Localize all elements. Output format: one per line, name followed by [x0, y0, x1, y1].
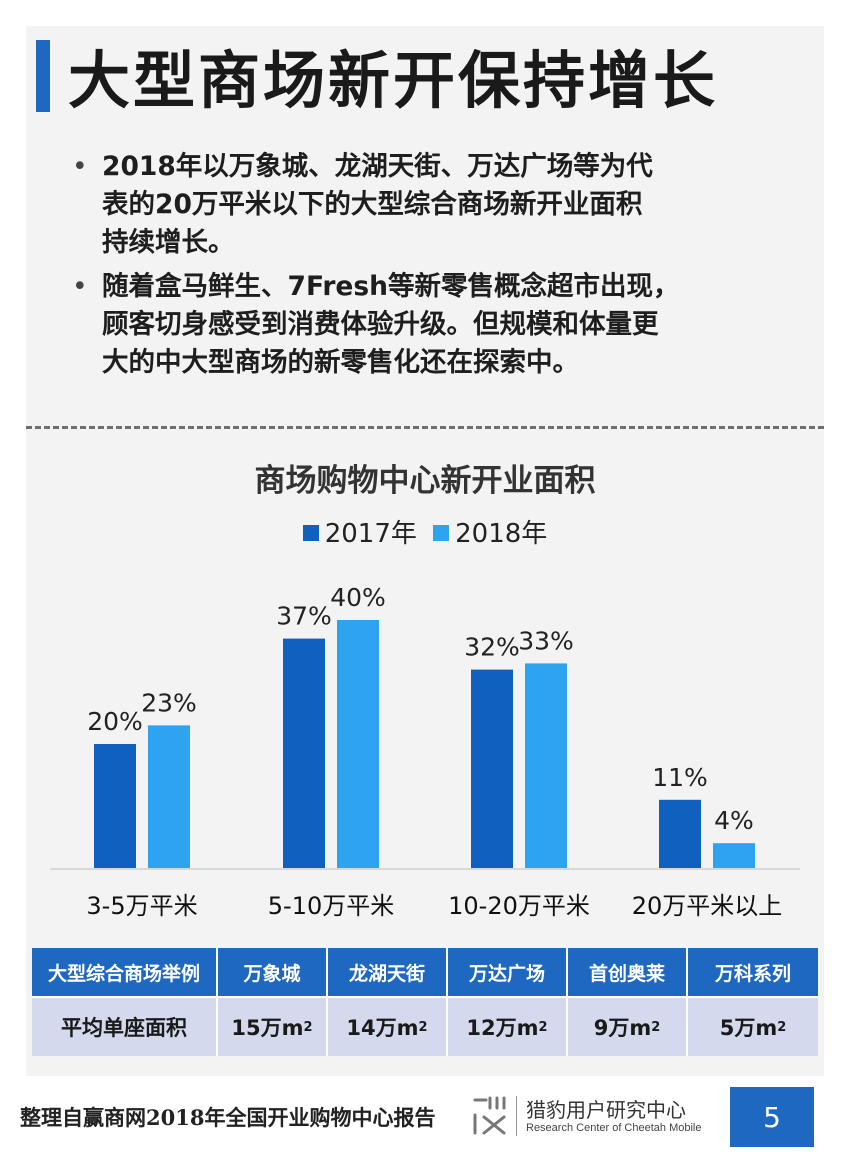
bullet-dot: •	[72, 271, 88, 302]
legend-label-2018: 2018年	[455, 519, 548, 549]
source-note: 整理自赢商网2018年全国开业购物中心报告	[20, 1105, 436, 1130]
bullet-line: 表的20万平米以下的大型综合商场新开业面积	[102, 189, 643, 220]
table-cell: 9万m 2	[568, 998, 688, 1056]
logo-text-cn: 猎豹用户研究中心	[526, 1098, 686, 1122]
bar-2017年-3	[659, 799, 701, 868]
bullet-item: • 随着盒马鲜生、7Fresh等新零售概念超市出现， 顾客切身感受到消费体验升级…	[70, 268, 810, 382]
chart-legend: 2017年 2018年	[0, 513, 850, 550]
table-header-cell: 大型综合商场举例	[32, 948, 218, 998]
cheetah-research-logo-icon	[473, 1096, 506, 1135]
data-label: 40%	[330, 583, 386, 612]
bullet-list: • 2018年以万象城、龙湖天街、万达广场等为代 表的20万平米以下的大型综合商…	[70, 148, 810, 388]
data-label: 4%	[714, 806, 754, 835]
table-cell: 12万m 2	[448, 998, 568, 1056]
bullet-item: • 2018年以万象城、龙湖天街、万达广场等为代 表的20万平米以下的大型综合商…	[70, 148, 810, 262]
x-tick-label: 5-10万平米	[268, 892, 394, 920]
table-header-cell: 万科系列	[688, 948, 818, 998]
bar-2018年-1	[337, 620, 379, 868]
data-label: 37%	[276, 602, 332, 631]
bar-2017年-0	[94, 744, 136, 868]
bar-2017年-2	[471, 669, 513, 868]
dashed-divider	[26, 426, 824, 429]
data-label: 23%	[141, 688, 197, 717]
legend-swatch-2018	[433, 525, 450, 541]
data-label: 32%	[464, 633, 520, 662]
logo-separator	[516, 1096, 517, 1136]
logo-text-en: Research Center of Cheetah Mobile	[526, 1122, 702, 1134]
bullet-line: 持续增长。	[102, 227, 235, 258]
title-accent-bar	[36, 40, 50, 112]
data-label: 11%	[652, 763, 708, 792]
legend-label-2017: 2017年	[324, 519, 417, 549]
legend-item-2017: 2017年	[302, 513, 417, 550]
bar-2018年-3	[713, 843, 755, 868]
page-number: 5	[730, 1087, 814, 1147]
table-cell: 14万m 2	[328, 998, 448, 1056]
bullet-line: 顾客切身感受到消费体验升级。但规模和体量更	[102, 309, 659, 340]
bullet-dot: •	[72, 151, 88, 182]
table-row-label: 平均单座面积	[32, 998, 218, 1056]
legend-swatch-2017	[302, 525, 319, 541]
page-title: 大型商场新开保持增长	[68, 44, 719, 117]
bar-2017年-1	[283, 638, 325, 868]
content-panel	[26, 26, 824, 1076]
bar-chart: 20%23% 3-5万平米 37%40% 5-10万平米 32%33% 10-20万平米 1…	[50, 583, 800, 920]
data-label: 33%	[518, 626, 574, 655]
table-header-cell: 首创奥莱	[568, 948, 688, 998]
bar-2018年-0	[148, 725, 190, 868]
x-tick-label: 20万平米以上	[632, 892, 783, 920]
legend-item-2018: 2018年	[433, 513, 547, 550]
table-header-cell: 龙湖天街	[328, 948, 448, 998]
chart-title: 商场购物中心新开业面积	[254, 463, 596, 499]
x-tick-label: 3-5万平米	[86, 892, 197, 920]
table-cell: 5万m 2	[688, 998, 818, 1056]
table-header-cell: 万达广场	[448, 948, 568, 998]
mall-examples-table: 大型综合商场举例 万象城 龙湖天街 万达广场 首创奥莱 万科系列 平均单座面积 …	[32, 948, 818, 1056]
table-header-cell: 万象城	[218, 948, 328, 998]
bullet-line: 2018年以万象城、龙湖天街、万达广场等为代	[102, 151, 653, 182]
bullet-line: 随着盒马鲜生、7Fresh等新零售概念超市出现，	[102, 271, 680, 302]
table-cell: 15万m 2	[218, 998, 328, 1056]
bullet-line: 大的中大型商场的新零售化还在探索中。	[102, 347, 579, 378]
bar-2018年-2	[525, 663, 567, 868]
x-tick-label: 10-20万平米	[448, 892, 590, 920]
data-label: 20%	[87, 707, 143, 736]
